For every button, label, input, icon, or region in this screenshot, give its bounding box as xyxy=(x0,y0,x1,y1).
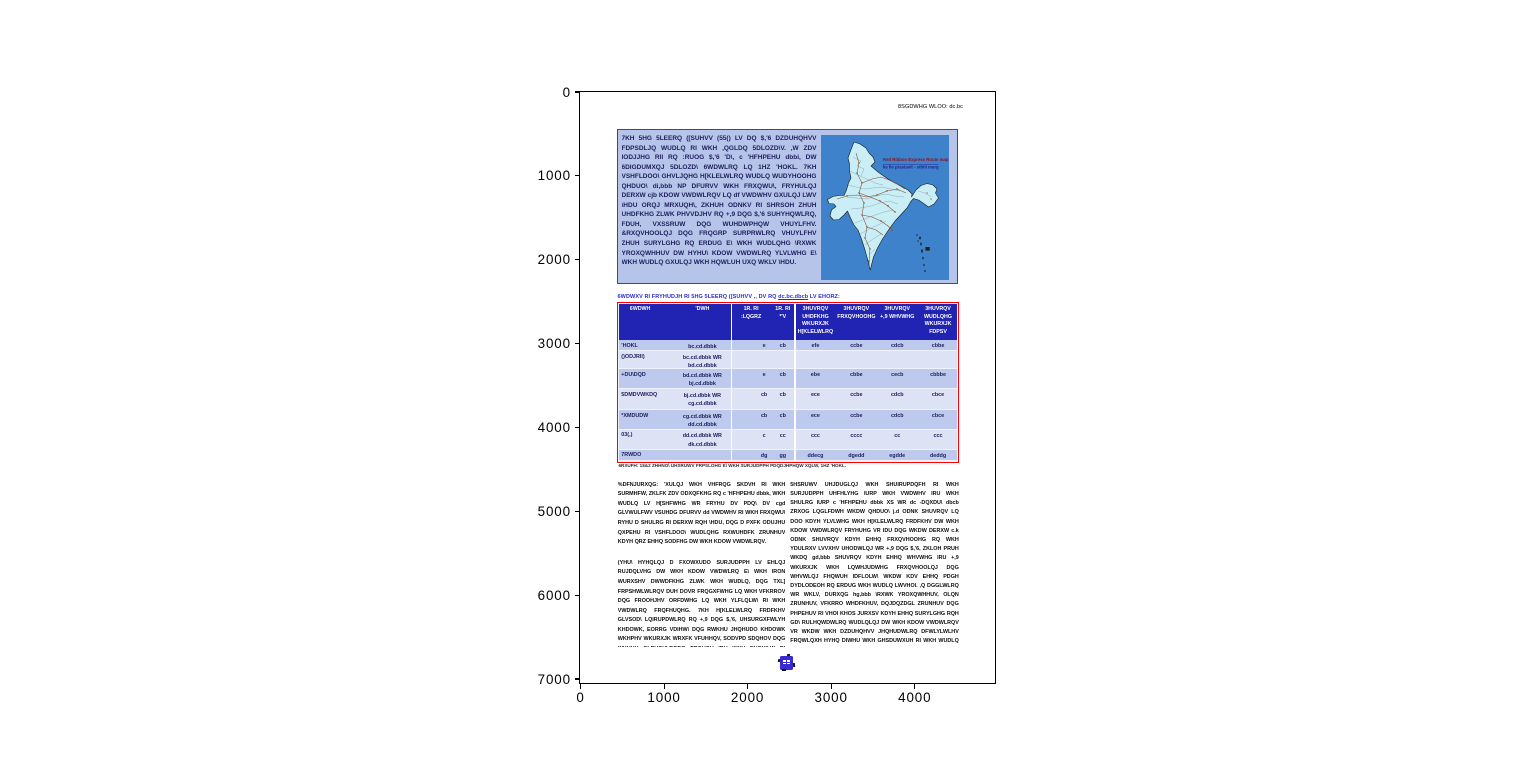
svg-text:Red Ribbon Express Route map: Red Ribbon Express Route map xyxy=(883,157,949,162)
svg-text:ke lie prastavit - sthiti marg: ke lie prastavit - sthiti marg xyxy=(883,164,939,169)
